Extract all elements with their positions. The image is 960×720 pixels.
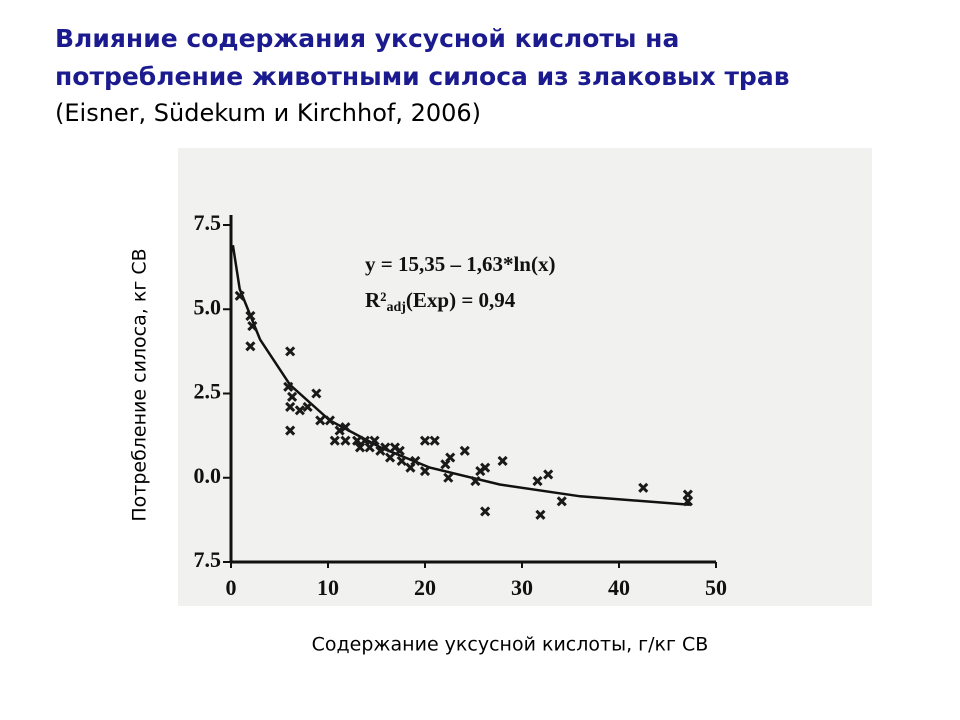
r2-sub: adj <box>386 300 405 315</box>
point <box>410 455 421 466</box>
point <box>285 346 296 357</box>
point <box>245 310 256 322</box>
point <box>385 452 396 463</box>
point <box>287 391 298 402</box>
point <box>543 469 554 480</box>
point <box>419 465 431 477</box>
x-tick-label: 0 <box>226 575 237 600</box>
point <box>480 506 491 517</box>
point <box>682 496 693 507</box>
y-tick-label: 0.0 <box>194 463 222 488</box>
equation: y = 15,35 – 1,63*ln(x) <box>365 252 555 276</box>
y-tick-label: 7.5 <box>194 210 222 235</box>
r2-rest: (Exp) = 0,94 <box>406 288 516 312</box>
point <box>394 445 405 456</box>
point <box>638 482 649 493</box>
y-tick-label: 2.5 <box>194 379 222 404</box>
point <box>352 435 363 446</box>
point <box>429 435 440 446</box>
point <box>283 381 294 392</box>
scan-background <box>178 148 872 606</box>
point <box>532 476 543 487</box>
point <box>302 401 313 413</box>
subtitle: (Eisner, Südekum и Kirchhof, 2006) <box>55 99 481 127</box>
x-tick-label: 40 <box>608 575 630 600</box>
point <box>340 435 351 446</box>
x-tick-label: 50 <box>705 575 727 600</box>
y-tick-label: 7.5 <box>194 547 222 572</box>
x-tick-label: 10 <box>317 575 339 600</box>
x-tick-label: 30 <box>511 575 533 600</box>
r2-main: R² <box>365 288 386 312</box>
title-line: Влияние содержания уксусной кислоты на <box>55 24 679 53</box>
y-axis-label: Потребление силоса, кг СВ <box>129 248 151 521</box>
point <box>311 388 322 399</box>
point <box>334 425 345 436</box>
point <box>480 462 491 473</box>
point <box>369 435 380 446</box>
x-axis-label: Содержание уксусной кислоты, г/кг СВ <box>312 634 709 656</box>
point <box>324 415 336 426</box>
point <box>443 472 454 483</box>
point <box>340 422 351 433</box>
point <box>535 509 546 520</box>
point <box>470 476 481 487</box>
y-tick-label: 5.0 <box>194 294 222 319</box>
point <box>329 435 340 446</box>
point <box>315 415 326 426</box>
point <box>245 341 256 352</box>
point <box>247 321 258 332</box>
point <box>445 452 456 463</box>
point <box>396 455 407 466</box>
point <box>556 496 567 507</box>
point <box>419 435 431 446</box>
point <box>234 290 245 301</box>
r-squared: R²adj(Exp) = 0,94 <box>365 288 516 315</box>
x-tick-label: 20 <box>414 575 436 600</box>
point <box>285 425 296 436</box>
title-line: потребление животными силоса из злаковых… <box>55 62 790 91</box>
point <box>497 455 508 466</box>
point <box>380 442 391 453</box>
point <box>459 445 470 456</box>
point <box>294 405 305 416</box>
point <box>285 401 296 413</box>
